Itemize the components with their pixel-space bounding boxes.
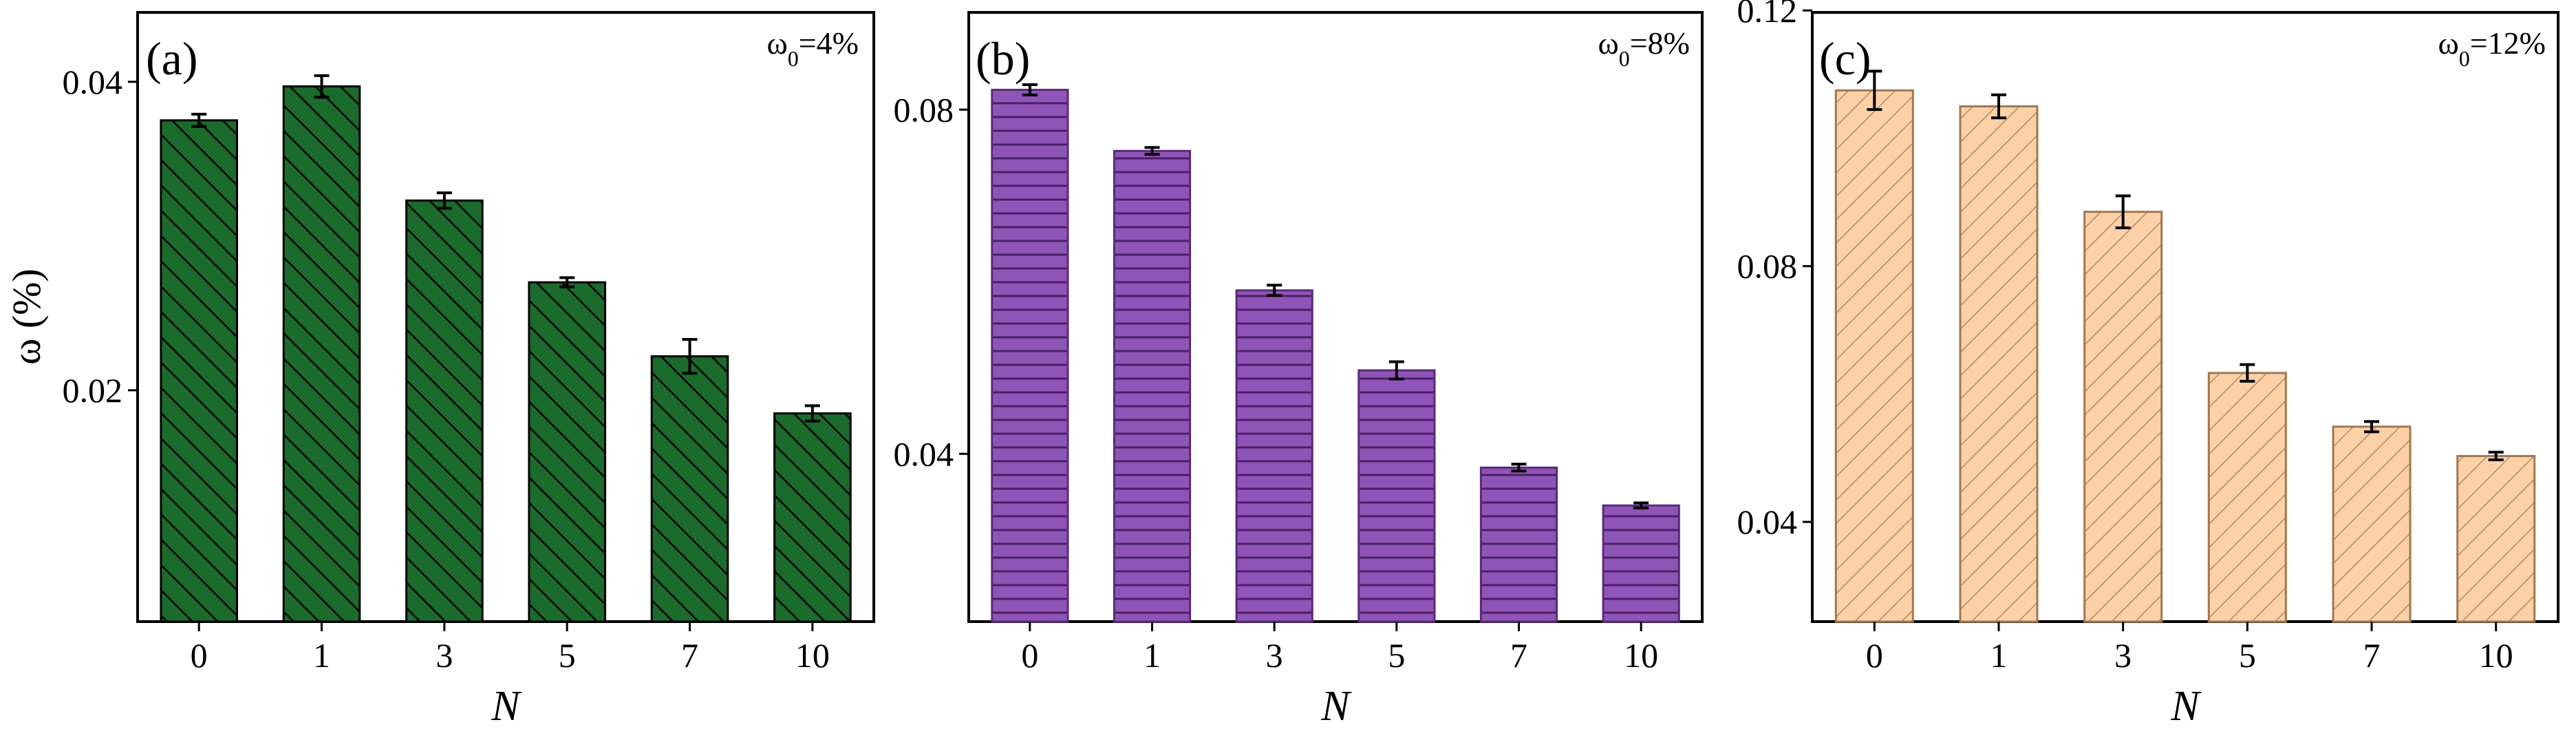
error-bar [1511, 463, 1527, 473]
error-bar [1991, 93, 2006, 120]
error-bar [314, 74, 330, 99]
x-tick-label: 1 [1990, 636, 2008, 675]
bar [2456, 455, 2536, 623]
x-tick-label: 5 [2239, 636, 2256, 675]
x-tick-label: 10 [795, 636, 830, 675]
panel-label: (a) [146, 32, 197, 85]
error-bar [1267, 284, 1282, 297]
bar [1834, 89, 1914, 623]
plot-frame [967, 11, 1704, 623]
x-tick-label: 1 [313, 636, 330, 675]
error-bar [1633, 501, 1649, 509]
y-tick-label: 0.08 [1737, 247, 1798, 286]
y-tick-label: 0.02 [63, 371, 123, 410]
error-bar [559, 276, 575, 288]
bar [160, 119, 238, 623]
y-axis-title: ω (%) [4, 268, 49, 365]
x-tick-label: 7 [2363, 636, 2381, 675]
x-tick-label: 7 [1510, 636, 1527, 675]
x-tick-label: 3 [1266, 636, 1283, 675]
panel-a: 0.02 0.04 0 1 3 5 7 10 (a) ω0=4% N ω (%) [4, 11, 875, 729]
bar [1602, 504, 1680, 623]
x-tick-label: 7 [681, 636, 698, 675]
bar [1479, 466, 1558, 623]
error-bar [2115, 194, 2131, 229]
bar [2207, 372, 2287, 623]
bar [1357, 369, 1436, 623]
x-tick-label: 0 [1866, 636, 1883, 675]
omega0-annotation: ω0=4% [766, 25, 859, 71]
omega0-annotation: ω0=12% [2438, 25, 2546, 71]
x-axis-title: N [1320, 683, 1352, 729]
x-tick-label: 3 [436, 636, 453, 675]
x-tick-label: 0 [191, 636, 208, 675]
bar [2083, 211, 2163, 623]
y-tick-label: 0.04 [63, 63, 123, 101]
x-tick-label: 5 [1388, 636, 1405, 675]
x-axis-title: N [491, 683, 522, 729]
error-bar [1022, 83, 1038, 96]
bar [650, 355, 729, 623]
y-tick-label: 0.04 [1737, 503, 1798, 541]
y-tick-label: 0.12 [1737, 0, 1798, 30]
error-bar [682, 337, 698, 375]
x-tick-label: 0 [1021, 636, 1038, 675]
bar [2332, 425, 2412, 623]
x-axis-title: N [2170, 683, 2202, 729]
error-bar [2488, 450, 2504, 462]
error-bar [1867, 70, 1882, 112]
x-tick-label: 10 [2479, 636, 2513, 675]
panel-b: 0.04 0.08 0 1 3 5 7 10 (b) ω0=8% N [894, 11, 1704, 729]
x-tick-label: 5 [559, 636, 576, 675]
error-bar [191, 112, 207, 128]
error-bar [804, 404, 820, 423]
bar [773, 412, 852, 623]
error-bar [2240, 363, 2255, 383]
bar [991, 89, 1069, 623]
error-bar [2364, 420, 2379, 434]
bar [1113, 149, 1192, 623]
y-tick-label: 0.04 [894, 434, 954, 473]
panel-label: (c) [1819, 32, 1871, 85]
bar [405, 199, 484, 623]
bar [282, 85, 361, 623]
bar [528, 281, 607, 623]
panel-label: (b) [976, 32, 1030, 85]
y-tick-label: 0.08 [894, 90, 954, 129]
omega0-annotation: ω0=8% [1598, 25, 1690, 71]
bar [1959, 105, 2039, 623]
x-tick-label: 3 [2114, 636, 2132, 675]
plot-frame [1811, 11, 2559, 623]
plot-frame [136, 11, 875, 623]
panel-c: 0.04 0.08 0.12 0 1 3 5 7 10 (c) ω0=12% N [1737, 0, 2559, 729]
x-tick-label: 1 [1144, 636, 1161, 675]
error-bar [436, 191, 452, 210]
x-tick-label: 10 [1624, 636, 1658, 675]
bar [1235, 289, 1313, 623]
error-bar [1144, 146, 1160, 156]
error-bar [1388, 360, 1404, 381]
